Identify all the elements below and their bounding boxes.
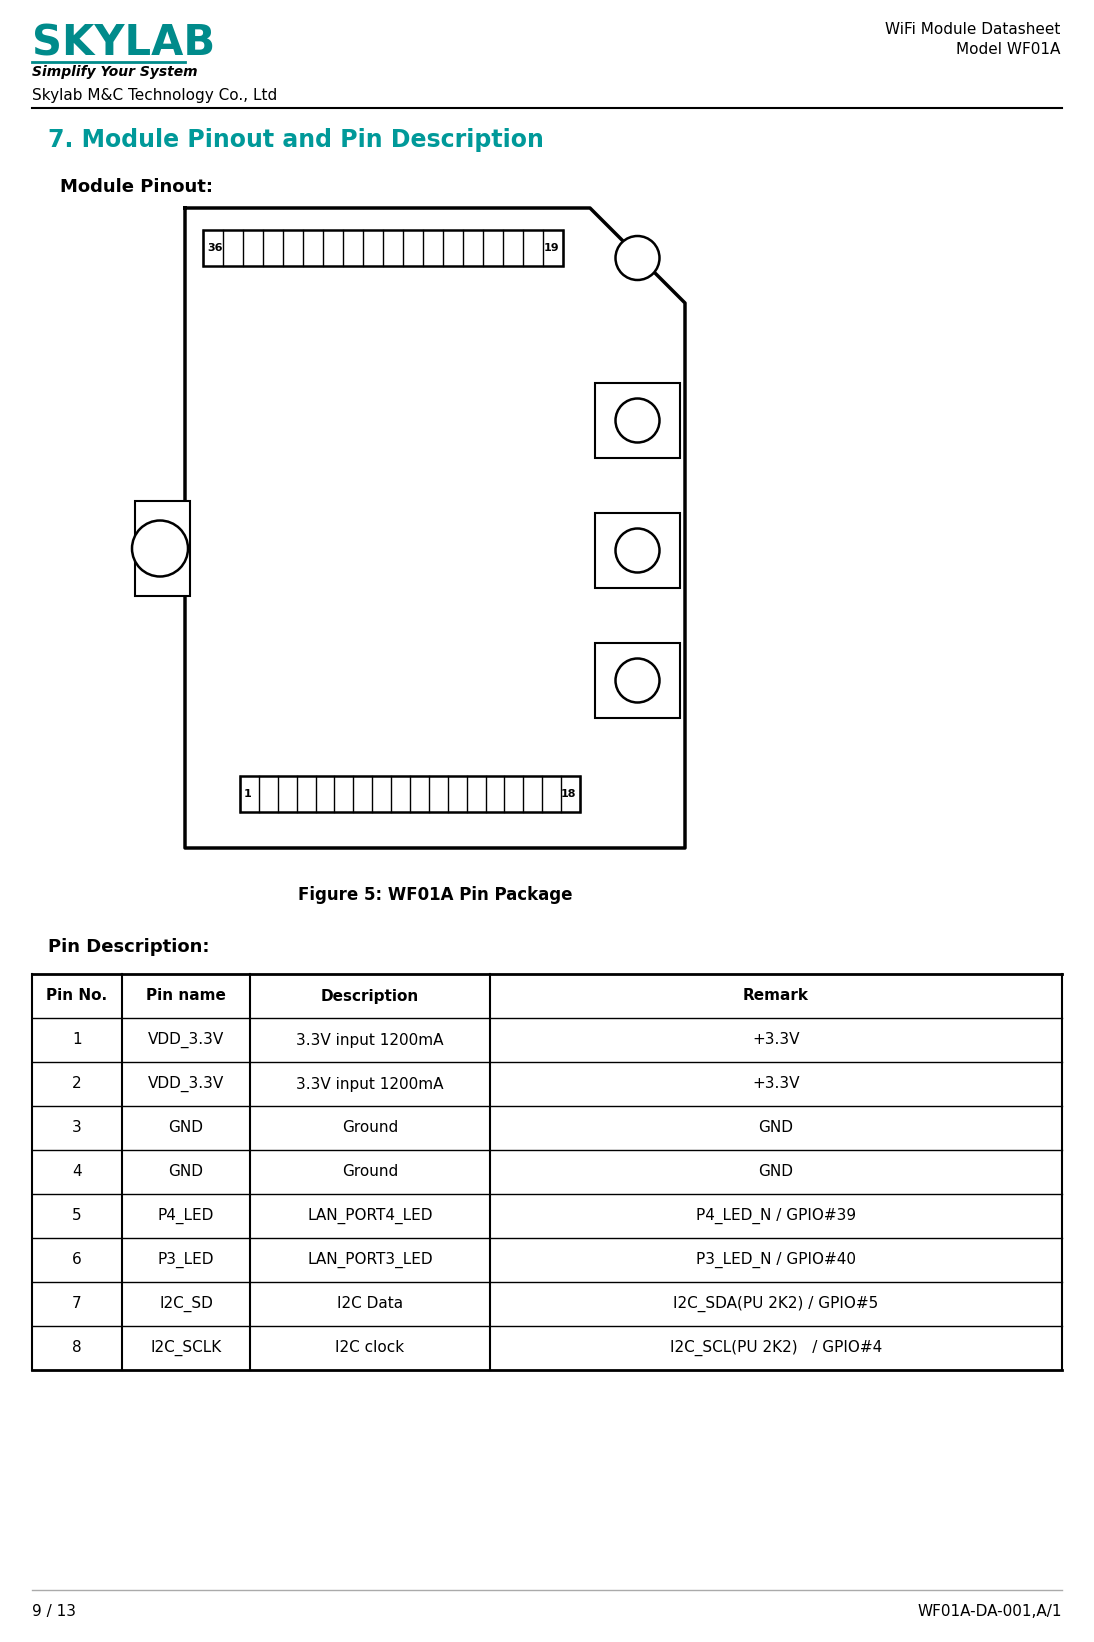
Text: Ground: Ground: [341, 1120, 398, 1136]
Circle shape: [616, 236, 660, 281]
Text: Skylab M&C Technology Co., Ltd: Skylab M&C Technology Co., Ltd: [32, 89, 277, 103]
Text: 1: 1: [244, 790, 252, 800]
Text: P3_LED_N / GPIO#40: P3_LED_N / GPIO#40: [696, 1251, 856, 1268]
Text: +3.3V: +3.3V: [753, 1033, 800, 1048]
Text: WF01A-DA-001,A/1: WF01A-DA-001,A/1: [918, 1604, 1062, 1619]
Text: I2C Data: I2C Data: [337, 1297, 403, 1312]
Text: 1: 1: [72, 1033, 82, 1048]
Text: P4_LED_N / GPIO#39: P4_LED_N / GPIO#39: [696, 1209, 857, 1223]
Text: 10: 10: [628, 410, 647, 435]
Bar: [135, 501, 190, 596]
Text: Pin No.: Pin No.: [46, 988, 107, 1003]
Text: Figure 5: WF01A Pin Package: Figure 5: WF01A Pin Package: [298, 887, 572, 905]
Text: +3.3V: +3.3V: [753, 1077, 800, 1092]
Text: 5: 5: [72, 1209, 82, 1223]
Text: P3_LED: P3_LED: [158, 1251, 214, 1268]
Circle shape: [616, 529, 660, 573]
Text: I2C_SCLK: I2C_SCLK: [150, 1340, 222, 1356]
Bar: [203, 230, 563, 266]
Text: GND: GND: [168, 1120, 203, 1136]
Text: VDD_3.3V: VDD_3.3V: [148, 1031, 224, 1048]
Text: 7: 7: [72, 1297, 82, 1312]
Text: 19: 19: [544, 243, 559, 253]
Text: 6: 6: [72, 1253, 82, 1268]
Text: Pin Description:: Pin Description:: [48, 938, 209, 956]
Text: 3.3V input 1200mA: 3.3V input 1200mA: [296, 1033, 444, 1048]
Text: VDD_3.3V: VDD_3.3V: [148, 1076, 224, 1092]
Bar: [595, 644, 680, 718]
Text: LAN_PORT4_LED: LAN_PORT4_LED: [307, 1209, 433, 1223]
Text: GND: GND: [758, 1120, 793, 1136]
Text: I2C_SD: I2C_SD: [159, 1296, 213, 1312]
Text: 36: 36: [207, 243, 222, 253]
Text: Ground: Ground: [341, 1164, 398, 1179]
Text: GND: GND: [758, 1164, 793, 1179]
Text: 4: 4: [72, 1164, 82, 1179]
Bar: [240, 777, 580, 813]
Text: 3.3V input 1200mA: 3.3V input 1200mA: [296, 1077, 444, 1092]
Text: 18: 18: [560, 790, 577, 800]
Text: Description: Description: [321, 988, 419, 1003]
Circle shape: [616, 658, 660, 703]
Text: Remark: Remark: [743, 988, 808, 1003]
Text: Model WF01A: Model WF01A: [956, 43, 1060, 57]
Bar: [595, 512, 680, 588]
Text: 2: 2: [72, 1077, 82, 1092]
Text: Module Pinout:: Module Pinout:: [60, 177, 213, 195]
Text: I2C clock: I2C clock: [336, 1340, 405, 1356]
Text: I2C_SCL(PU 2K2)   / GPIO#4: I2C_SCL(PU 2K2) / GPIO#4: [670, 1340, 882, 1356]
Text: LAN_PORT3_LED: LAN_PORT3_LED: [307, 1251, 433, 1268]
Text: SKYLAB: SKYLAB: [32, 21, 216, 64]
Text: 9 / 13: 9 / 13: [32, 1604, 75, 1619]
Text: Pin name: Pin name: [147, 988, 226, 1003]
Text: Simplify Your System: Simplify Your System: [32, 66, 198, 79]
Text: 7. Module Pinout and Pin Description: 7. Module Pinout and Pin Description: [48, 128, 544, 153]
Text: I2C_SDA(PU 2K2) / GPIO#5: I2C_SDA(PU 2K2) / GPIO#5: [674, 1296, 878, 1312]
Circle shape: [132, 521, 188, 576]
Circle shape: [616, 399, 660, 442]
Text: 8: 8: [72, 1340, 82, 1356]
Text: GND: GND: [168, 1164, 203, 1179]
Text: WiFi Module Datasheet: WiFi Module Datasheet: [885, 21, 1060, 38]
Bar: [595, 383, 680, 458]
Text: 3: 3: [72, 1120, 82, 1136]
Text: P4_LED: P4_LED: [158, 1209, 214, 1223]
